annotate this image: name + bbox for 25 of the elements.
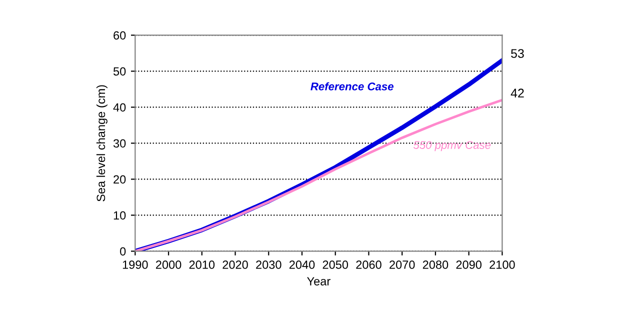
y-tick-label: 10 bbox=[114, 211, 126, 220]
x-tick-label: 2020 bbox=[222, 260, 248, 269]
y-tick-label: 30 bbox=[113, 139, 126, 148]
x-tick-label: 2080 bbox=[422, 260, 448, 269]
text: Reference Case bbox=[310, 82, 394, 90]
x-tick-label: 2040 bbox=[289, 260, 315, 269]
x-tick-label: 2010 bbox=[189, 260, 215, 269]
x-tick-label: 1990 bbox=[122, 260, 148, 269]
x-tick-label: 2050 bbox=[322, 260, 348, 269]
data-label: 53 bbox=[511, 49, 524, 58]
y-tick-label: 50 bbox=[113, 67, 126, 76]
x-tick-label: 2030 bbox=[256, 260, 282, 269]
x-tick-label: 2090 bbox=[456, 260, 482, 269]
y-tick-label: 0 bbox=[120, 247, 126, 256]
x-axis-title: Year bbox=[307, 277, 330, 286]
x-tick-label: 2000 bbox=[156, 260, 182, 269]
x-tick-label: 2070 bbox=[390, 260, 415, 269]
data-label: 42 bbox=[510, 88, 524, 98]
series-label: 550 ppmv Case bbox=[413, 141, 491, 152]
x-tick-label: 2100 bbox=[490, 260, 515, 269]
x-tick-label: 2060 bbox=[356, 260, 382, 269]
y-axis-title: Sea level change (cm) bbox=[96, 85, 108, 202]
y-tick-label: 60 bbox=[114, 31, 126, 40]
y-tick-label: 20 bbox=[114, 175, 126, 184]
y-tick-label: 40 bbox=[113, 103, 126, 112]
